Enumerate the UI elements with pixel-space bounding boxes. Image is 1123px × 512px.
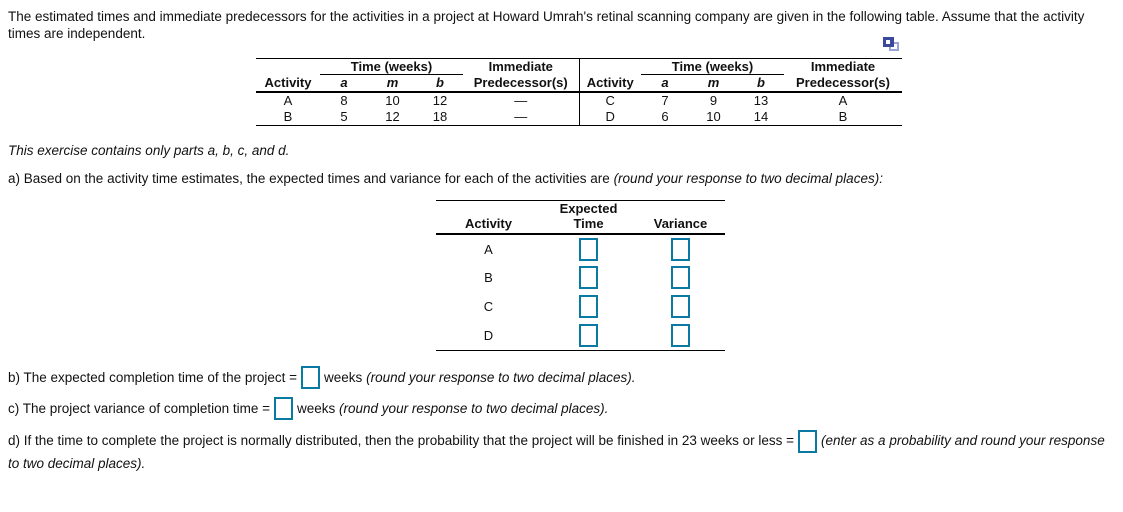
table-row-group-header: Time (weeks) Immediate Time (weeks) Imme…	[256, 58, 902, 75]
cell-m: 9	[709, 93, 718, 108]
col-header-predecessor-right: Predecessor(s)	[784, 74, 902, 93]
variance-input-b[interactable]	[671, 266, 690, 289]
cell-m: 10	[706, 109, 721, 125]
col-group-time-weeks-left: Time (weeks)	[320, 58, 463, 75]
col-header-activity: Activity	[436, 216, 541, 235]
cell-a: 8	[340, 93, 348, 108]
variance-input-a[interactable]	[671, 237, 690, 261]
answer-header-row-2: Activity Time Variance	[436, 216, 725, 235]
cell-predecessor: A	[838, 93, 848, 108]
cell-m: 12	[385, 109, 400, 125]
variance-input-c[interactable]	[671, 295, 690, 318]
table-row-sub-header: Activity a m b Predecessor(s) Activity a…	[256, 74, 902, 93]
expected-time-input-a[interactable]	[579, 237, 598, 261]
col-header-expected: Expected	[559, 201, 618, 216]
part-a-text: a) Based on the activity time estimates,…	[8, 171, 614, 186]
part-c-answer-input[interactable]	[274, 397, 293, 421]
part-a-rounding-note: (round your response to two decimal plac…	[613, 171, 883, 186]
question-page: The estimated times and immediate predec…	[8, 9, 1116, 474]
col-header-immediate-right: Immediate	[810, 59, 876, 75]
expected-time-input-c[interactable]	[579, 295, 598, 318]
col-header-variance: Variance	[636, 216, 725, 235]
part-b-answer-input[interactable]	[301, 366, 321, 390]
col-header-a-right: a	[641, 74, 689, 93]
part-d-text: d) If the time to complete the project i…	[8, 432, 795, 448]
copy-table-icon[interactable]	[883, 37, 901, 54]
col-header-b-left: b	[417, 74, 463, 93]
part-b-rounding-note: (round your response to two decimal plac…	[366, 369, 636, 385]
row-label-activity: C	[483, 299, 494, 314]
activity-table: Time (weeks) Immediate Time (weeks) Imme…	[256, 58, 902, 126]
copy-icon-hole	[886, 40, 890, 44]
answer-row-D: D	[436, 321, 725, 350]
part-d-rounding-note: (enter as a probability and round your r…	[8, 432, 1105, 471]
cell-predecessor: —	[463, 108, 580, 126]
cell-a: 7	[661, 93, 669, 108]
cell-a: 5	[340, 109, 348, 125]
spacer-cell	[256, 59, 320, 75]
cell-b: 13	[753, 93, 769, 108]
row-label-activity: B	[484, 270, 493, 285]
part-a-prompt: a) Based on the activity time estimates,…	[8, 171, 1113, 186]
col-header-a-left: a	[320, 74, 368, 93]
row-label-activity: D	[483, 327, 494, 343]
col-header-time: Time	[541, 216, 636, 235]
cell-b: 14	[753, 109, 769, 125]
part-c-line: c) The project variance of completion ti…	[8, 396, 1116, 421]
cell-b: 18	[432, 109, 448, 125]
part-c-unit: weeks	[297, 400, 336, 416]
col-header-immediate-left: Immediate	[463, 58, 580, 75]
answer-header-row-1: Expected	[436, 201, 725, 217]
variance-input-d[interactable]	[671, 323, 690, 347]
col-header-m-left: m	[368, 74, 417, 93]
row-label-activity: A	[484, 241, 493, 257]
answer-row-C: C	[436, 292, 725, 321]
cell-activity: B	[283, 109, 293, 125]
spacer-cell	[579, 59, 641, 75]
part-b-text: b) The expected completion time of the p…	[8, 369, 298, 385]
cell-predecessor: B	[838, 109, 848, 125]
col-header-activity-left: Activity	[256, 74, 320, 93]
part-d-answer-input[interactable]	[798, 429, 818, 453]
cell-activity: A	[283, 93, 293, 108]
cell-predecessor: —	[463, 91, 580, 109]
col-header-activity-right: Activity	[579, 74, 641, 93]
col-header-m-right: m	[689, 74, 738, 93]
cell-m: 10	[385, 93, 400, 108]
question-intro-text: The estimated times and immediate predec…	[8, 9, 1085, 41]
expected-time-input-b[interactable]	[579, 266, 598, 289]
table-row-A-C: A 8 10 12 — C 7 9 13 A	[256, 91, 902, 109]
cell-a: 6	[661, 109, 669, 125]
answer-row-A: A	[436, 234, 725, 263]
part-b-line: b) The expected completion time of the p…	[8, 365, 1116, 390]
copy-icon-front-square	[883, 37, 894, 47]
expected-time-input-d[interactable]	[579, 323, 598, 347]
part-b-unit: weeks	[324, 369, 363, 385]
spacer-cell	[436, 201, 541, 217]
answer-table: Expected Activity Time Variance A B C D	[436, 200, 725, 351]
part-c-text: c) The project variance of completion ti…	[8, 400, 270, 416]
cell-activity: C	[605, 93, 615, 108]
col-header-b-right: b	[738, 74, 784, 93]
col-header-predecessor-left: Predecessor(s)	[463, 74, 580, 93]
spacer-cell	[636, 201, 725, 217]
activity-table-wrap: Time (weeks) Immediate Time (weeks) Imme…	[256, 37, 902, 126]
exercise-note: This exercise contains only parts a, b, …	[8, 143, 290, 158]
part-d-line: d) If the time to complete the project i…	[8, 429, 1116, 474]
answer-row-B: B	[436, 263, 725, 292]
table-row-B-D: B 5 12 18 — D 6 10 14 B	[256, 108, 902, 126]
part-c-rounding-note: (round your response to two decimal plac…	[339, 400, 609, 416]
col-group-time-weeks-right: Time (weeks)	[641, 58, 784, 75]
cell-activity: D	[605, 109, 615, 125]
cell-b: 12	[432, 93, 448, 108]
